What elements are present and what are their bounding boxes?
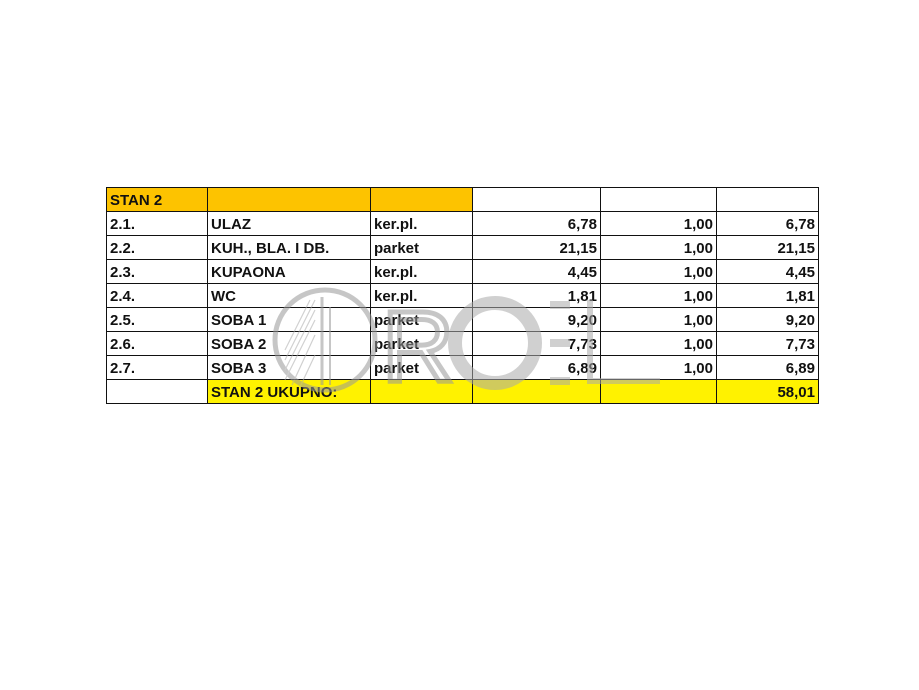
room-name: KUPAONA [207,259,371,284]
room-name: SOBA 1 [207,307,371,332]
total-row: STAN 2 UKUPNO: 58,01 [106,379,819,404]
area-value: 1,81 [472,283,601,308]
total-area-value: 4,45 [716,259,819,284]
table-row: 2.3. KUPAONA ker.pl. 4,45 1,00 4,45 [106,259,819,284]
room-number: 2.7. [106,355,208,380]
coefficient-value: 1,00 [600,307,717,332]
table-header-row: STAN 2 [106,187,819,212]
room-number: 2.4. [106,283,208,308]
area-value: 6,89 [472,355,601,380]
total-area-value: 9,20 [716,307,819,332]
total-area-value: 1,81 [716,283,819,308]
coefficient-value: 1,00 [600,211,717,236]
total-area-value: 21,15 [716,235,819,260]
room-name: ULAZ [207,211,371,236]
floor-type: parket [370,331,473,356]
apartment-title: STAN 2 [106,187,208,212]
table-row: 2.7. SOBA 3 parket 6,89 1,00 6,89 [106,355,819,380]
area-value: 9,20 [472,307,601,332]
room-number: 2.1. [106,211,208,236]
table-row: 2.1. ULAZ ker.pl. 6,78 1,00 6,78 [106,211,819,236]
room-name: SOBA 3 [207,355,371,380]
area-value: 4,45 [472,259,601,284]
coefficient-value: 1,00 [600,355,717,380]
room-number: 2.5. [106,307,208,332]
area-value: 7,73 [472,331,601,356]
coefficient-value: 1,00 [600,235,717,260]
room-number: 2.3. [106,259,208,284]
table-row: 2.6. SOBA 2 parket 7,73 1,00 7,73 [106,331,819,356]
floor-type: ker.pl. [370,283,473,308]
apartment-area-table: STAN 2 2.1. ULAZ ker.pl. 6,78 1,00 6,78 2.2. KU… [106,187,819,404]
total-area-value: 7,73 [716,331,819,356]
coefficient-value: 1,00 [600,283,717,308]
floor-type: parket [370,307,473,332]
floor-type: ker.pl. [370,259,473,284]
floor-type: parket [370,355,473,380]
total-value: 58,01 [716,379,819,404]
total-area-value: 6,89 [716,355,819,380]
area-value: 6,78 [472,211,601,236]
coefficient-value: 1,00 [600,259,717,284]
room-name: SOBA 2 [207,331,371,356]
floor-type: ker.pl. [370,211,473,236]
total-area-value: 6,78 [716,211,819,236]
floor-type: parket [370,235,473,260]
area-value: 21,15 [472,235,601,260]
table-row: 2.2. KUH., BLA. I DB. parket 21,15 1,00 21,15 [106,235,819,260]
table-row: 2.5. SOBA 1 parket 9,20 1,00 9,20 [106,307,819,332]
table-row: 2.4. WC ker.pl. 1,81 1,00 1,81 [106,283,819,308]
room-number: 2.6. [106,331,208,356]
room-name: KUH., BLA. I DB. [207,235,371,260]
room-number: 2.2. [106,235,208,260]
room-name: WC [207,283,371,308]
coefficient-value: 1,00 [600,331,717,356]
total-label: STAN 2 UKUPNO: [207,379,371,404]
